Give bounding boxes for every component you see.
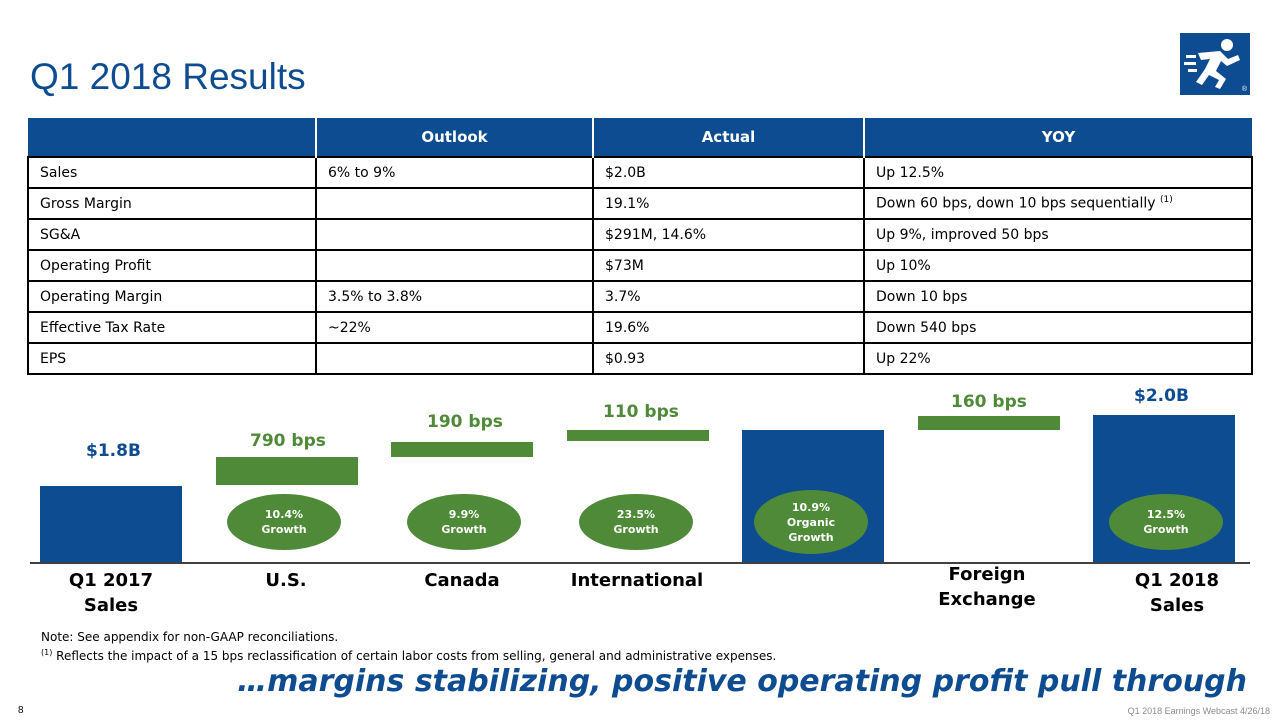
- growth-bubble: 12.5% Growth: [1109, 494, 1223, 550]
- growth-bubble: 23.5% Growth: [579, 494, 693, 550]
- table-row: Effective Tax Rate ~22% 19.6% Down 540 b…: [27, 311, 1253, 344]
- column-header-metric: [28, 118, 317, 157]
- yoy-text: Up 10%: [876, 257, 931, 274]
- sales-bridge-chart: $1.8B 790 bps 190 bps 110 bps 160 bps $2.0B Q1…: [0, 380, 1280, 620]
- yoy-cell: Down 540 bps: [863, 311, 1253, 344]
- growth-bubble: 10.4% Growth: [227, 494, 341, 550]
- yoy-text: Down 540 bps: [876, 319, 977, 336]
- column-header-outlook: Outlook: [316, 118, 594, 157]
- growth-value: 9.9%: [448, 508, 480, 521]
- footer-text: Q1 2018 Earnings Webcast 4/26/18: [1127, 706, 1270, 716]
- category-label: U.S.: [265, 570, 307, 591]
- yoy-cell: Down 10 bps: [863, 280, 1253, 313]
- yoy-cell: Down 60 bps, down 10 bps sequentially (1…: [863, 187, 1253, 220]
- actual-cell: $2.0B: [592, 156, 865, 189]
- bar-3: [567, 430, 709, 441]
- yoy-cell: Up 10%: [863, 249, 1253, 282]
- table-row: EPS $0.93 Up 22%: [27, 342, 1253, 375]
- metric-cell: EPS: [27, 342, 317, 375]
- metric-cell: Effective Tax Rate: [27, 311, 317, 344]
- actual-cell: $0.93: [592, 342, 865, 375]
- table-row: Gross Margin 19.1% Down 60 bps, down 10 …: [27, 187, 1253, 220]
- metric-cell: SG&A: [27, 218, 317, 251]
- results-table: Outlook Actual YOY Sales 6% to 9% $2.0B …: [27, 118, 1253, 375]
- yoy-text: Up 22%: [876, 350, 931, 367]
- column-header-yoy: YOY: [864, 118, 1252, 157]
- yoy-text: Down 10 bps: [876, 288, 968, 305]
- table-row: Operating Profit $73M Up 10%: [27, 249, 1253, 282]
- bar-value-label: 160 bps: [951, 392, 1027, 412]
- footnote-mark: (1): [41, 648, 53, 657]
- footnote: (1) Reflects the impact of a 15 bps recl…: [41, 648, 776, 663]
- bar-2: [391, 442, 533, 457]
- growth-text: Growth: [261, 523, 307, 536]
- category-label: Canada: [424, 570, 500, 591]
- table-header-row: Outlook Actual YOY: [28, 118, 1252, 157]
- growth-bubble: 10.9% Organic Growth: [754, 490, 868, 554]
- outlook-cell: [315, 249, 594, 282]
- footnote-ref: (1): [1160, 195, 1173, 206]
- bar-value-label: $1.8B: [86, 441, 141, 461]
- actual-cell: $291M, 14.6%: [592, 218, 865, 251]
- note-text: Note: See appendix for non-GAAP reconcil…: [41, 630, 339, 644]
- table-row: Sales 6% to 9% $2.0B Up 12.5%: [27, 156, 1253, 189]
- growth-value: 10.4%: [264, 508, 304, 521]
- growth-text: Growth: [788, 530, 834, 544]
- yoy-cell: Up 9%, improved 50 bps: [863, 218, 1253, 251]
- bar-5: [918, 416, 1060, 430]
- yoy-text: Down 60 bps, down 10 bps sequentially: [876, 195, 1156, 212]
- growth-value: 23.5%: [616, 508, 656, 521]
- growth-text: Growth: [441, 523, 487, 536]
- tagline: …margins stabilizing, positive operating…: [237, 664, 1247, 699]
- bar-value-label: 790 bps: [250, 431, 326, 451]
- category-label: Q1 2018 Sales: [1134, 570, 1220, 616]
- metric-cell: Sales: [27, 156, 317, 189]
- outlook-cell: [315, 218, 594, 251]
- outlook-cell: [315, 187, 594, 220]
- actual-cell: $73M: [592, 249, 865, 282]
- category-label: Q1 2017 Sales: [68, 570, 154, 616]
- table-row: SG&A $291M, 14.6% Up 9%, improved 50 bps: [27, 218, 1253, 251]
- growth-text: Growth: [613, 523, 659, 536]
- category-label: International: [570, 570, 704, 591]
- bar-0: [40, 486, 182, 562]
- yoy-text: Up 9%, improved 50 bps: [876, 226, 1049, 243]
- table-row: Operating Margin 3.5% to 3.8% 3.7% Down …: [27, 280, 1253, 313]
- outlook-cell: 6% to 9%: [315, 156, 594, 189]
- registered-mark: ®: [1241, 86, 1247, 93]
- yoy-text: Up 12.5%: [876, 164, 945, 181]
- outlook-cell: [315, 342, 594, 375]
- growth-bubble: 9.9% Growth: [407, 494, 521, 550]
- outlook-cell: ~22%: [315, 311, 594, 344]
- growth-value: 12.5%: [1146, 508, 1186, 521]
- growth-value: 10.9%: [791, 500, 831, 514]
- bar-1: [216, 457, 358, 485]
- outlook-cell: 3.5% to 3.8%: [315, 280, 594, 313]
- metric-cell: Gross Margin: [27, 187, 317, 220]
- bar-value-label: $2.0B: [1134, 386, 1189, 406]
- bar-value-label: 190 bps: [427, 412, 503, 432]
- runner-logo-icon: [1184, 39, 1240, 89]
- footnote-text: Reflects the impact of a 15 bps reclassi…: [52, 649, 777, 663]
- yoy-cell: Up 12.5%: [863, 156, 1253, 189]
- page-title: Q1 2018 Results: [30, 56, 306, 97]
- yoy-cell: Up 22%: [863, 342, 1253, 375]
- growth-text: Organic: [786, 515, 836, 529]
- growth-text: Growth: [1143, 523, 1189, 536]
- category-label: Foreign Exchange: [938, 564, 1036, 610]
- metric-cell: Operating Profit: [27, 249, 317, 282]
- actual-cell: 19.1%: [592, 187, 865, 220]
- column-header-actual: Actual: [593, 118, 865, 157]
- bar-value-label: 110 bps: [603, 402, 679, 422]
- metric-cell: Operating Margin: [27, 280, 317, 313]
- page-number: 8: [18, 705, 24, 716]
- company-logo: ®: [1180, 33, 1250, 95]
- actual-cell: 19.6%: [592, 311, 865, 344]
- actual-cell: 3.7%: [592, 280, 865, 313]
